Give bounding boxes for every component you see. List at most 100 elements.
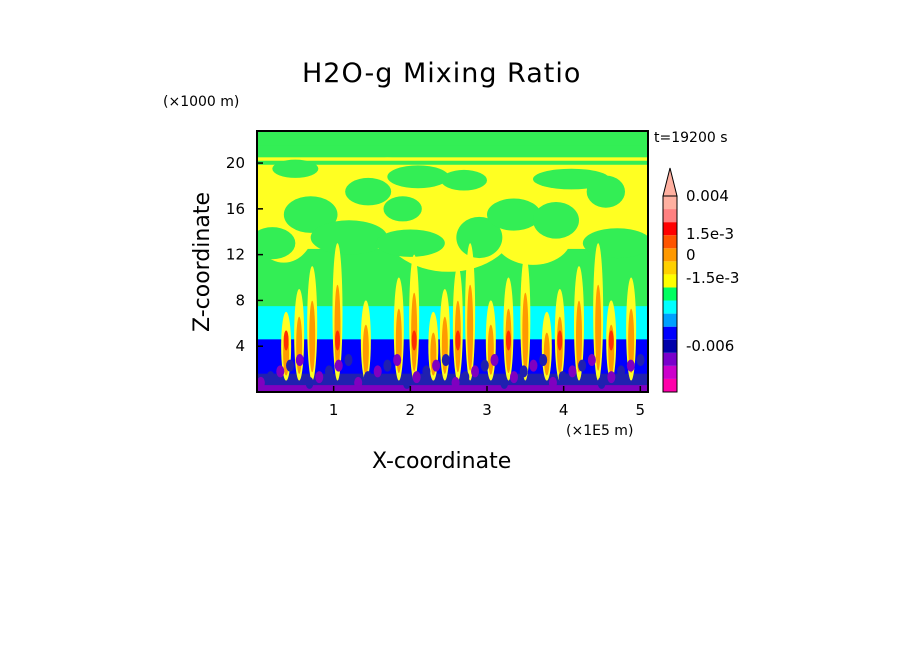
colorbar-swatch (663, 339, 677, 353)
plume-core (595, 284, 602, 371)
plume-core (411, 330, 417, 351)
field-blob (597, 376, 606, 389)
plume-core (543, 332, 550, 376)
y-tick-label: 12 (226, 246, 245, 264)
plume-core (522, 292, 529, 372)
time-label: t=19200 s (654, 130, 728, 146)
y-tick-label: 20 (226, 154, 245, 172)
colorbar-label: -1.5e-3 (686, 269, 739, 287)
colorbar-label: 0.004 (686, 187, 729, 205)
field-blob (375, 229, 445, 257)
field-blob (344, 353, 353, 366)
field-band (257, 160, 648, 165)
field-blob (480, 359, 489, 372)
y-tick: 20 (226, 154, 263, 172)
field-blob (373, 365, 382, 378)
x-axis-label: X-coordinate (372, 449, 512, 474)
plume-core (455, 330, 461, 351)
field-blob (412, 371, 421, 384)
plume-core (487, 324, 494, 375)
x-tick-label: 1 (329, 401, 339, 419)
field-blob (471, 365, 480, 378)
field-blob (283, 196, 338, 233)
y-tick-label: 16 (226, 200, 245, 218)
field-blob (310, 220, 388, 255)
field-blob (451, 376, 460, 389)
field-blob (626, 359, 635, 372)
field-blob (582, 228, 648, 259)
y-tick-label: 4 (235, 337, 245, 355)
field-blob (548, 376, 557, 389)
field-blob (461, 371, 470, 384)
field-blob (539, 353, 548, 366)
plume-core (335, 330, 340, 351)
colorbar-swatch (663, 209, 677, 223)
field-blob (334, 359, 343, 372)
colorbar-label: -0.006 (686, 337, 734, 355)
x-tick-label: 3 (482, 401, 492, 419)
x-tick: 4 (559, 386, 569, 419)
colorbar-swatch (663, 287, 677, 301)
field-blob (305, 376, 314, 389)
field-blob (509, 371, 518, 384)
field-blob (441, 353, 450, 366)
field-blob (383, 359, 392, 372)
field-band (257, 145, 648, 149)
colorbar-arrow (662, 167, 678, 197)
field-blob (393, 353, 402, 366)
plume-core (467, 284, 474, 371)
x-axis-unit: (×1E5 m) (566, 423, 634, 439)
colorbar-label: 0 (686, 246, 696, 264)
y-tick-label: 8 (235, 291, 245, 309)
field-blob (568, 365, 577, 378)
colorbar-swatch (663, 196, 677, 210)
field-blob (295, 353, 304, 366)
field-blob (387, 165, 449, 189)
colorbar-frame (662, 195, 678, 393)
field-blob (529, 359, 538, 372)
field-blob (402, 376, 411, 389)
plume-core (283, 330, 289, 351)
x-tick: 5 (636, 386, 645, 419)
field-blob (257, 227, 296, 260)
field-blob (617, 365, 626, 378)
plume-core (334, 284, 341, 371)
field-blob (422, 365, 431, 378)
field-blob (257, 376, 265, 389)
field-blob (266, 371, 275, 384)
field-blob (486, 198, 541, 231)
y-tick: 4 (235, 337, 263, 355)
colorbar-swatch (663, 261, 677, 275)
y-tick: 12 (226, 246, 263, 264)
field-blob (345, 177, 392, 206)
colorbar: 0.004 1.5e-3 0 -1.5e-3 -0.006 (662, 167, 739, 393)
plume-core (557, 330, 563, 351)
field-blob (276, 365, 285, 378)
field-blob (432, 359, 441, 372)
plot-frame (256, 130, 649, 393)
x-tick-label: 4 (559, 401, 569, 419)
field-blob (324, 365, 333, 378)
x-tick: 1 (329, 386, 339, 419)
field-blob (354, 376, 363, 389)
y-tick: 16 (226, 200, 263, 218)
x-tick: 2 (406, 386, 415, 419)
y-axis-ticks: 4 8 12 16 20 (226, 154, 263, 355)
field-blob (519, 365, 528, 378)
colorbar-swatch (663, 365, 677, 379)
field-blob (607, 371, 616, 384)
field-blob (456, 216, 503, 259)
contour-field (257, 131, 648, 392)
field-band (257, 385, 648, 392)
colorbar-swatch (663, 378, 677, 392)
field-blob (533, 201, 579, 239)
colorbar-swatch (663, 352, 677, 366)
plume-core (628, 308, 635, 374)
colorbar-label: 1.5e-3 (686, 225, 734, 243)
field-blob (558, 371, 567, 384)
x-tick: 3 (482, 386, 492, 419)
y-axis-unit: (×1000 m) (163, 94, 240, 110)
colorbar-swatch (663, 248, 677, 262)
plume-core (309, 300, 316, 373)
